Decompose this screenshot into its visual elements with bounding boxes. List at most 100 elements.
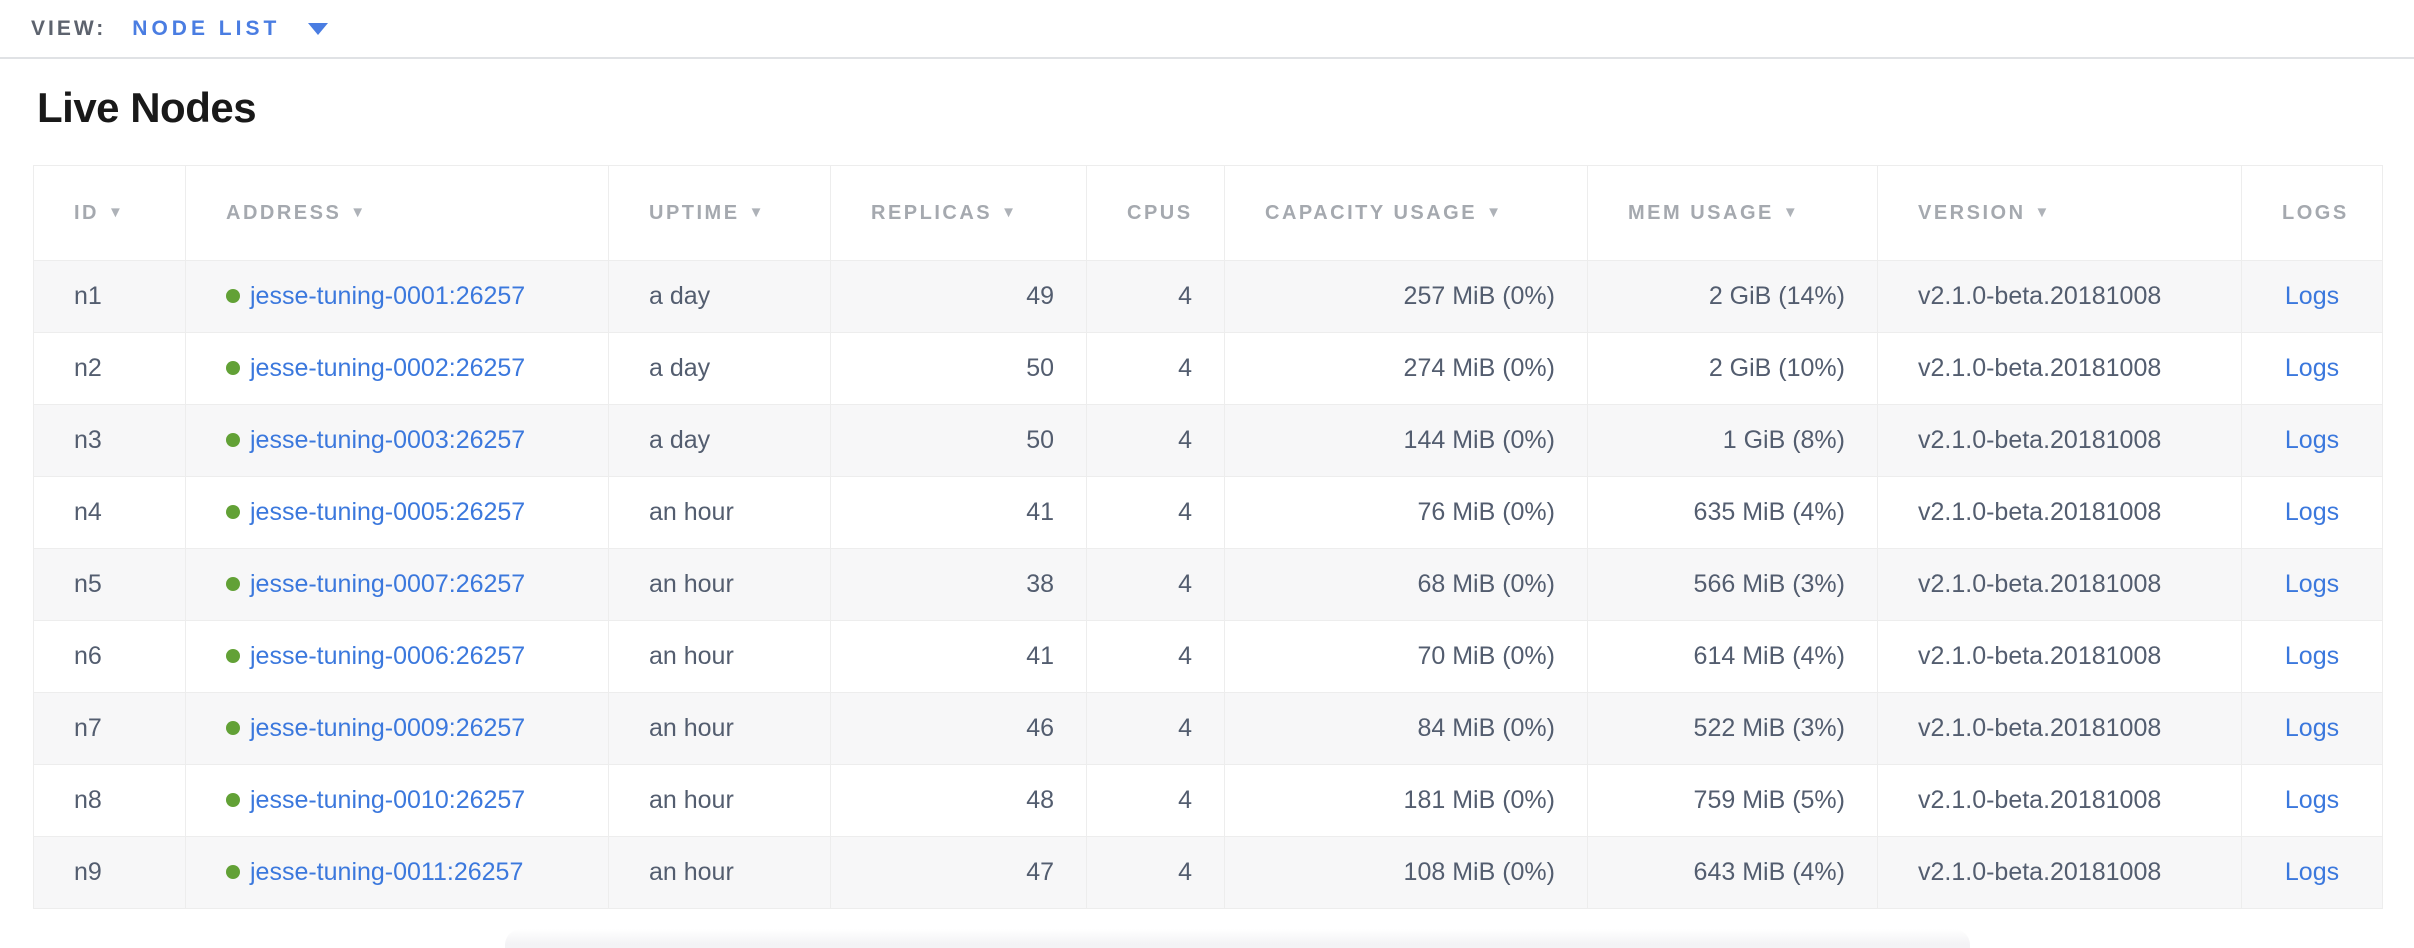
column-label: ID bbox=[74, 201, 99, 224]
cell-cpus: 4 bbox=[1086, 692, 1225, 765]
cell-logs: Logs bbox=[2241, 332, 2383, 405]
node-health-icon bbox=[226, 433, 240, 447]
cell-capacity-usage: 68 MiB (0%) bbox=[1224, 548, 1588, 621]
sort-desc-icon: ▼ bbox=[1486, 203, 1501, 221]
cell-node-id: n2 bbox=[33, 332, 186, 405]
view-selector-dropdown[interactable]: NODE LIST bbox=[106, 17, 329, 41]
logs-link[interactable]: Logs bbox=[2284, 786, 2340, 814]
cell-address: jesse-tuning-0001:26257 bbox=[185, 260, 609, 333]
cell-address: jesse-tuning-0011:26257 bbox=[185, 836, 609, 909]
logs-link[interactable]: Logs bbox=[2284, 858, 2340, 886]
cell-capacity-usage: 144 MiB (0%) bbox=[1224, 404, 1588, 477]
cell-logs: Logs bbox=[2241, 404, 2383, 477]
node-row-n8: n8 jesse-tuning-0010:26257 an hour 48 4 181 M… bbox=[33, 764, 2383, 837]
node-address-link[interactable]: jesse-tuning-0011:26257 bbox=[250, 858, 524, 886]
logs-link[interactable]: Logs bbox=[2284, 498, 2340, 526]
column-header-replicas[interactable]: REPLICAS ▼ bbox=[830, 165, 1087, 261]
cell-logs: Logs bbox=[2241, 548, 2383, 621]
column-header-address[interactable]: ADDRESS ▼ bbox=[185, 165, 609, 261]
node-address-link[interactable]: jesse-tuning-0009:26257 bbox=[250, 714, 526, 742]
cell-replicas: 46 bbox=[830, 692, 1087, 765]
cell-uptime: a day bbox=[608, 404, 831, 477]
cell-mem-usage: 759 MiB (5%) bbox=[1587, 764, 1878, 837]
cell-mem-usage: 2 GiB (14%) bbox=[1587, 260, 1878, 333]
logs-link[interactable]: Logs bbox=[2284, 282, 2340, 310]
node-address-link[interactable]: jesse-tuning-0002:26257 bbox=[250, 354, 526, 382]
column-header-version[interactable]: VERSION ▼ bbox=[1877, 165, 2242, 261]
cell-address: jesse-tuning-0010:26257 bbox=[185, 764, 609, 837]
dropdown-caret-icon bbox=[308, 22, 329, 35]
column-header-uptime[interactable]: UPTIME ▼ bbox=[608, 165, 831, 261]
cell-mem-usage: 566 MiB (3%) bbox=[1587, 548, 1878, 621]
node-address-link[interactable]: jesse-tuning-0010:26257 bbox=[250, 786, 526, 814]
cell-cpus: 4 bbox=[1086, 548, 1225, 621]
cell-node-id: n8 bbox=[33, 764, 186, 837]
logs-link[interactable]: Logs bbox=[2284, 570, 2340, 598]
cell-capacity-usage: 76 MiB (0%) bbox=[1224, 476, 1588, 549]
cell-node-id: n1 bbox=[33, 260, 186, 333]
node-row-n3: n3 jesse-tuning-0003:26257 a day 50 4 144 MiB… bbox=[33, 404, 2383, 477]
view-bar: VIEW: NODE LIST bbox=[0, 0, 2414, 59]
cell-replicas: 49 bbox=[830, 260, 1087, 333]
cell-mem-usage: 635 MiB (4%) bbox=[1587, 476, 1878, 549]
column-header-cpus: CPUS bbox=[1086, 165, 1225, 261]
sort-desc-icon: ▼ bbox=[350, 203, 366, 221]
cell-cpus: 4 bbox=[1086, 476, 1225, 549]
cell-node-id: n3 bbox=[33, 404, 186, 477]
cell-replicas: 41 bbox=[830, 620, 1087, 693]
node-health-icon bbox=[226, 577, 240, 591]
node-health-icon bbox=[226, 649, 240, 663]
page-title: Live Nodes bbox=[37, 84, 257, 131]
node-address-link[interactable]: jesse-tuning-0001:26257 bbox=[250, 282, 526, 310]
cell-uptime: an hour bbox=[608, 548, 831, 621]
cell-uptime: an hour bbox=[608, 476, 831, 549]
cell-capacity-usage: 274 MiB (0%) bbox=[1224, 332, 1588, 405]
cell-address: jesse-tuning-0007:26257 bbox=[185, 548, 609, 621]
logs-link[interactable]: Logs bbox=[2284, 642, 2340, 670]
cell-version: v2.1.0-beta.20181008 bbox=[1877, 836, 2242, 909]
sort-desc-icon: ▼ bbox=[2034, 203, 2050, 221]
cell-uptime: a day bbox=[608, 260, 831, 333]
column-header-id[interactable]: ID ▼ bbox=[33, 165, 186, 261]
cell-mem-usage: 643 MiB (4%) bbox=[1587, 836, 1878, 909]
node-row-n6: n6 jesse-tuning-0006:26257 an hour 41 4 70 Mi… bbox=[33, 620, 2383, 693]
column-label: VERSION bbox=[1918, 201, 2026, 224]
cell-uptime: a day bbox=[608, 332, 831, 405]
node-address-link[interactable]: jesse-tuning-0005:26257 bbox=[250, 498, 526, 526]
cell-mem-usage: 1 GiB (8%) bbox=[1587, 404, 1878, 477]
cell-node-id: n7 bbox=[33, 692, 186, 765]
cell-version: v2.1.0-beta.20181008 bbox=[1877, 404, 2242, 477]
cell-cpus: 4 bbox=[1086, 260, 1225, 333]
cell-logs: Logs bbox=[2241, 620, 2383, 693]
column-label: ADDRESS bbox=[226, 201, 342, 224]
cell-replicas: 50 bbox=[830, 404, 1087, 477]
node-row-n7: n7 jesse-tuning-0009:26257 an hour 46 4 84 Mi… bbox=[33, 692, 2383, 765]
cell-cpus: 4 bbox=[1086, 620, 1225, 693]
cell-logs: Logs bbox=[2241, 764, 2383, 837]
node-health-icon bbox=[226, 289, 240, 303]
cell-address: jesse-tuning-0005:26257 bbox=[185, 476, 609, 549]
node-row-n4: n4 jesse-tuning-0005:26257 an hour 41 4 76 Mi… bbox=[33, 476, 2383, 549]
cell-version: v2.1.0-beta.20181008 bbox=[1877, 764, 2242, 837]
cell-version: v2.1.0-beta.20181008 bbox=[1877, 260, 2242, 333]
cell-logs: Logs bbox=[2241, 692, 2383, 765]
next-panel-shadow bbox=[505, 929, 1970, 948]
node-address-link[interactable]: jesse-tuning-0007:26257 bbox=[250, 570, 526, 598]
cell-uptime: an hour bbox=[608, 836, 831, 909]
logs-link[interactable]: Logs bbox=[2284, 714, 2340, 742]
cell-uptime: an hour bbox=[608, 764, 831, 837]
cell-uptime: an hour bbox=[608, 692, 831, 765]
cell-replicas: 48 bbox=[830, 764, 1087, 837]
node-address-link[interactable]: jesse-tuning-0003:26257 bbox=[250, 426, 526, 454]
column-label: REPLICAS bbox=[871, 201, 993, 224]
cell-cpus: 4 bbox=[1086, 332, 1225, 405]
column-header-capacity[interactable]: CAPACITY USAGE ▼ bbox=[1224, 165, 1588, 261]
column-header-mem[interactable]: MEM USAGE ▼ bbox=[1587, 165, 1878, 261]
logs-link[interactable]: Logs bbox=[2284, 426, 2340, 454]
cell-capacity-usage: 181 MiB (0%) bbox=[1224, 764, 1588, 837]
cell-node-id: n6 bbox=[33, 620, 186, 693]
cell-mem-usage: 2 GiB (10%) bbox=[1587, 332, 1878, 405]
node-address-link[interactable]: jesse-tuning-0006:26257 bbox=[250, 642, 526, 670]
logs-link[interactable]: Logs bbox=[2284, 354, 2340, 382]
column-header-logs: LOGS bbox=[2241, 165, 2383, 261]
